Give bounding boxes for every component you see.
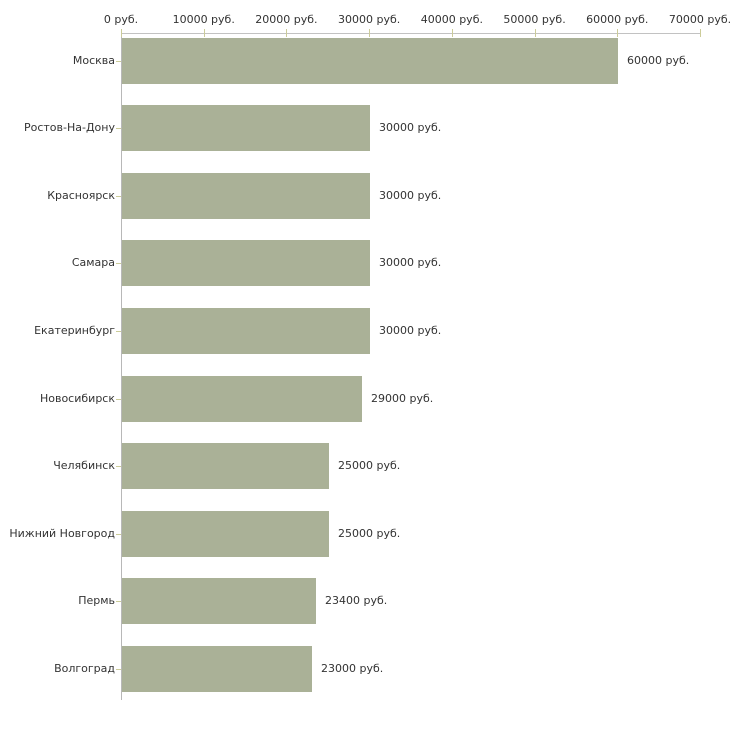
bar-5 <box>122 376 362 422</box>
category-label: Новосибирск <box>39 392 115 405</box>
y-axis-tick-mark <box>116 331 121 332</box>
value-label: 30000 руб. <box>379 189 442 202</box>
category-label: Нижний Новгород <box>9 527 115 540</box>
x-axis-tick-mark <box>534 29 536 37</box>
x-axis-tick-label: 0 руб. <box>103 13 139 26</box>
y-axis-tick-mark <box>116 196 121 197</box>
x-axis-tick-mark <box>369 29 371 37</box>
value-label: 25000 руб. <box>338 527 401 540</box>
bar-8 <box>122 578 316 624</box>
bar-1 <box>122 105 370 151</box>
value-label: 30000 руб. <box>379 121 442 134</box>
value-label: 30000 руб. <box>379 324 442 337</box>
y-axis-tick-mark <box>116 601 121 602</box>
y-axis-tick-mark <box>116 534 121 535</box>
y-axis-tick-mark <box>116 128 121 129</box>
category-label: Ростов-На-Дону <box>23 121 115 134</box>
x-axis-tick-mark <box>617 29 619 37</box>
bar-4 <box>122 308 370 354</box>
value-label: 23400 руб. <box>325 594 388 607</box>
category-label: Челябинск <box>53 459 115 472</box>
bar-3 <box>122 240 370 286</box>
x-axis-tick-label: 50000 руб. <box>503 13 566 26</box>
value-label: 60000 руб. <box>627 54 690 67</box>
value-label: 29000 руб. <box>371 392 434 405</box>
plot-area <box>121 33 700 700</box>
x-axis-tick-label: 20000 руб. <box>255 13 318 26</box>
x-axis-tick-mark <box>121 29 122 37</box>
x-axis-tick-label: 30000 руб. <box>338 13 401 26</box>
bar-6 <box>122 443 329 489</box>
bar-0 <box>122 38 618 84</box>
category-label: Самара <box>71 256 115 269</box>
x-axis-tick-mark <box>700 29 701 37</box>
category-label: Волгоград <box>54 662 115 675</box>
bar-7 <box>122 511 329 557</box>
y-axis-tick-mark <box>116 263 121 264</box>
bar-9 <box>122 646 312 692</box>
value-label: 25000 руб. <box>338 459 401 472</box>
x-axis-tick-mark <box>203 29 205 37</box>
y-axis-tick-mark <box>116 669 121 670</box>
x-axis-tick-label: 60000 руб. <box>586 13 649 26</box>
x-axis-tick-mark <box>451 29 453 37</box>
value-label: 23000 руб. <box>321 662 384 675</box>
x-axis-tick-label: 40000 руб. <box>420 13 483 26</box>
y-axis-tick-mark <box>116 466 121 467</box>
category-label: Москва <box>72 54 115 67</box>
y-axis-tick-mark <box>116 399 121 400</box>
x-axis-tick-label: 70000 руб. <box>668 13 730 26</box>
x-axis-tick-label: 10000 руб. <box>172 13 235 26</box>
value-label: 30000 руб. <box>379 256 442 269</box>
bar-2 <box>122 173 370 219</box>
y-axis-tick-mark <box>116 61 121 62</box>
category-label: Екатеринбург <box>34 324 115 337</box>
category-label: Пермь <box>78 594 115 607</box>
category-label: Красноярск <box>47 189 115 202</box>
x-axis-tick-mark <box>286 29 288 37</box>
